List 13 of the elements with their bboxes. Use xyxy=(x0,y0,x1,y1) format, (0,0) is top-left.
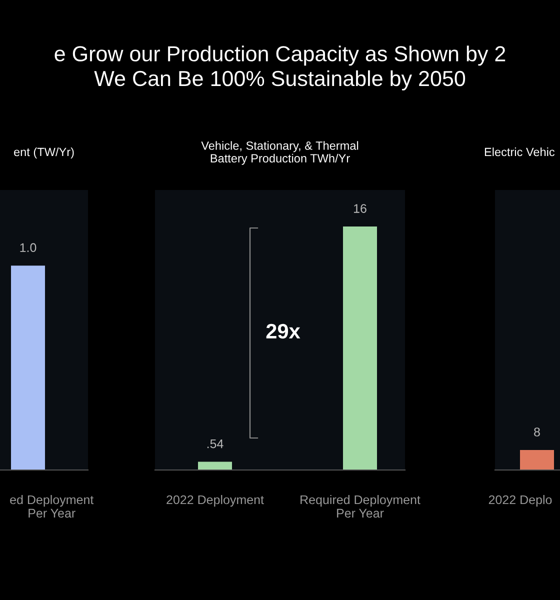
annotation: 29x xyxy=(266,324,300,339)
chart-title: Vehicle, Stationary, & Thermal Battery Production TWh/Yr xyxy=(201,141,358,165)
x-tick-label: Required Deployment Per Year xyxy=(300,495,420,518)
data-label: 1.0 xyxy=(20,243,36,252)
data-label: .54 xyxy=(207,439,224,448)
data-label: 8 xyxy=(534,428,540,436)
x-tick-label: 2022 Deplo xyxy=(488,495,552,507)
data-label: 16 xyxy=(354,204,366,213)
chart-title: Electric Vehic xyxy=(484,148,555,156)
text: e Grow our Production Capacity as Shown by 2 We Can Be 100% Sustainable by 2050 xyxy=(54,46,506,90)
x-tick-label: 2022 Deployment xyxy=(166,495,264,507)
chart-title: ent (TW/Yr) xyxy=(14,148,74,158)
x-tick-label: ed Deployment Per Year xyxy=(10,495,94,518)
